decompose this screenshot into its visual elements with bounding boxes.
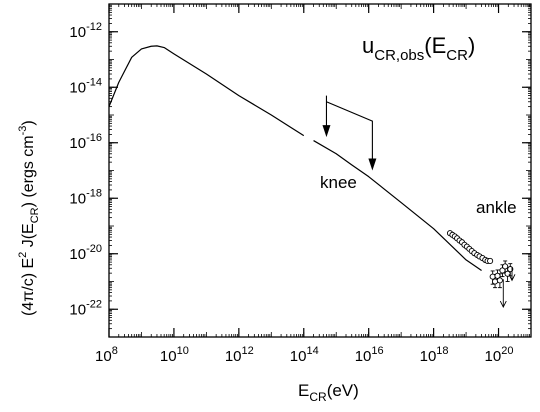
y-tick-exp: -22 <box>86 298 102 310</box>
x-tick-label: 1020 <box>485 345 514 365</box>
x-tick-label: 1012 <box>225 345 254 365</box>
y-tick-exp: -14 <box>86 76 102 88</box>
y-tick-base: 10 <box>69 135 86 152</box>
y-label-sub: CR <box>29 207 41 223</box>
knee-label: knee <box>320 173 357 192</box>
x-tick-exp: 8 <box>112 345 118 357</box>
spectrum-curve-0 <box>108 45 305 137</box>
y-label-sup: 2 <box>17 252 29 258</box>
y-tick-base: 10 <box>69 301 86 318</box>
formula-annotation: uCR,obs(ECR) <box>362 33 475 64</box>
y-tick-label: 10-20 <box>69 243 102 263</box>
series-layer <box>108 45 516 309</box>
y-tick-exp: -16 <box>86 132 102 144</box>
x-label-sub: CR <box>309 390 327 404</box>
y-axis-label: (4π/c) E2 J(ECR) (ergs cm-3) <box>17 120 41 316</box>
x-tick-label: 1014 <box>290 345 319 365</box>
annotation-layer <box>322 95 377 171</box>
x-tick-exp: 14 <box>306 345 318 357</box>
arrow-head-left <box>322 125 331 138</box>
minor-tick-marks <box>108 4 531 338</box>
y-label-close: ) <box>20 120 37 125</box>
x-tick-exp: 18 <box>436 345 448 357</box>
formula-close: ) <box>468 33 475 58</box>
x-tick-label: 1018 <box>420 345 449 365</box>
x-tick-label: 108 <box>95 345 118 365</box>
data-point <box>496 277 503 284</box>
x-tick-label: 1016 <box>355 345 384 365</box>
y-tick-label: 10-12 <box>69 21 102 41</box>
y-tick-label: 10-16 <box>69 132 102 152</box>
y-tick-label: 10-18 <box>69 187 102 207</box>
x-tick-exp: 12 <box>242 345 254 357</box>
arrow-head-right <box>368 158 377 171</box>
x-label-main: E <box>298 381 309 400</box>
x-tick-base: 10 <box>290 348 307 365</box>
y-tick-exp: -18 <box>86 187 102 199</box>
upper-limit-arrow <box>508 274 516 282</box>
ankle-label: ankle <box>476 198 517 217</box>
y-tick-label: 10-14 <box>69 76 102 96</box>
x-tick-exp: 10 <box>177 345 189 357</box>
major-tick-marks <box>108 4 531 337</box>
knee-bracket-arrows <box>325 95 373 161</box>
x-tick-exp: 20 <box>501 345 513 357</box>
y-tick-exp: -20 <box>86 243 102 255</box>
x-tick-base: 10 <box>225 348 242 365</box>
formula-mid: (E <box>424 33 446 58</box>
y-label-mid: J(E <box>20 223 37 251</box>
y-label-unit: ) (ergs cm <box>20 135 37 207</box>
x-tick-base: 10 <box>160 348 177 365</box>
x-label-unit: (eV) <box>327 381 359 400</box>
y-tick-exp: -12 <box>86 21 102 33</box>
y-label-prefix: (4π/c) E <box>20 258 37 316</box>
y-tick-base: 10 <box>69 246 86 263</box>
x-tick-base: 10 <box>95 348 112 365</box>
formula-sub2: CR <box>446 47 468 64</box>
formula-sub: CR,obs <box>374 47 424 64</box>
x-tick-label: 1010 <box>160 345 189 365</box>
x-tick-base: 10 <box>420 348 437 365</box>
x-tick-labels: 108 1010 1012 1014 1016 1018 1020 <box>95 345 513 365</box>
y-tick-label: 10-22 <box>69 298 102 318</box>
y-tick-base: 10 <box>69 190 86 207</box>
x-tick-exp: 16 <box>371 345 383 357</box>
data-point <box>502 263 509 270</box>
x-tick-base: 10 <box>485 348 502 365</box>
data-point <box>489 273 496 280</box>
x-axis-label: ECR(eV) <box>298 381 359 404</box>
data-point <box>499 267 506 274</box>
y-label-unit-sup: -3 <box>17 126 29 136</box>
y-tick-base: 10 <box>69 79 86 96</box>
spectrum-curve-1 <box>313 140 482 271</box>
x-tick-base: 10 <box>355 348 372 365</box>
data-point <box>487 257 494 265</box>
formula-u: u <box>362 33 374 58</box>
upper-limit-arrow <box>499 300 507 309</box>
y-tick-base: 10 <box>69 24 86 41</box>
data-point <box>491 278 499 285</box>
